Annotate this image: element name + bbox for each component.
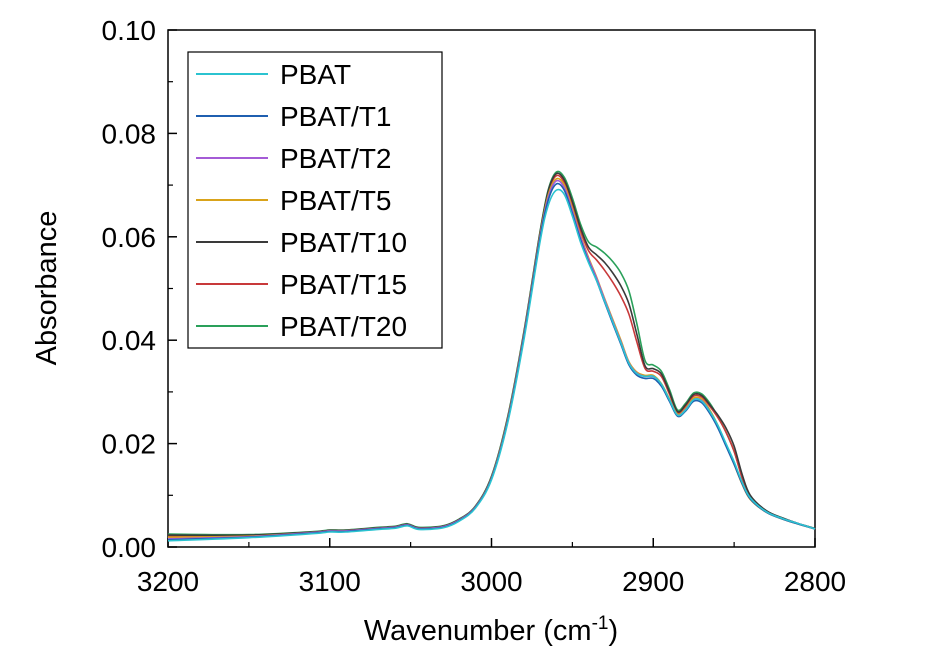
x-tick-label: 3000 [460,566,522,597]
y-axis-title: Absorbance [31,211,63,366]
legend-label: PBAT/T20 [280,311,407,342]
legend-label: PBAT/T5 [280,185,392,216]
legend-label: PBAT/T2 [280,143,392,174]
legend-label: PBAT/T15 [280,269,407,300]
x-axis-title-end: ) [609,615,619,647]
y-tick-label: 0.04 [102,325,157,356]
x-tick-label: 2900 [622,566,684,597]
y-tick-label: 0.00 [102,532,157,563]
series-lines [167,170,816,542]
x-axis: 3200 3100 3000 2900 2800 [137,538,846,597]
x-tick-label: 3200 [137,566,199,597]
y-tick-label: 0.08 [102,118,157,149]
legend: PBAT PBAT/T1 PBAT/T2 PBAT/T5 PBAT/T10 PBAT/T1… [187,51,443,349]
series-line-pbat [167,188,816,542]
x-axis-title: Wavenumber (cm-1) [364,613,618,647]
legend-label: PBAT/T1 [280,101,392,132]
y-tick-label: 0.02 [102,429,157,460]
x-tick-label: 2800 [784,566,846,597]
x-tick-label: 3100 [299,566,361,597]
x-axis-title-superscript: -1 [592,613,609,634]
y-axis: 0.00 0.02 0.04 0.06 0.08 0.10 [102,15,177,563]
x-axis-title-main: Wavenumber (cm [364,615,592,647]
y-tick-label: 0.06 [102,222,157,253]
y-tick-label: 0.10 [102,15,157,46]
legend-label: PBAT [280,59,351,90]
legend-label: PBAT/T10 [280,227,407,258]
